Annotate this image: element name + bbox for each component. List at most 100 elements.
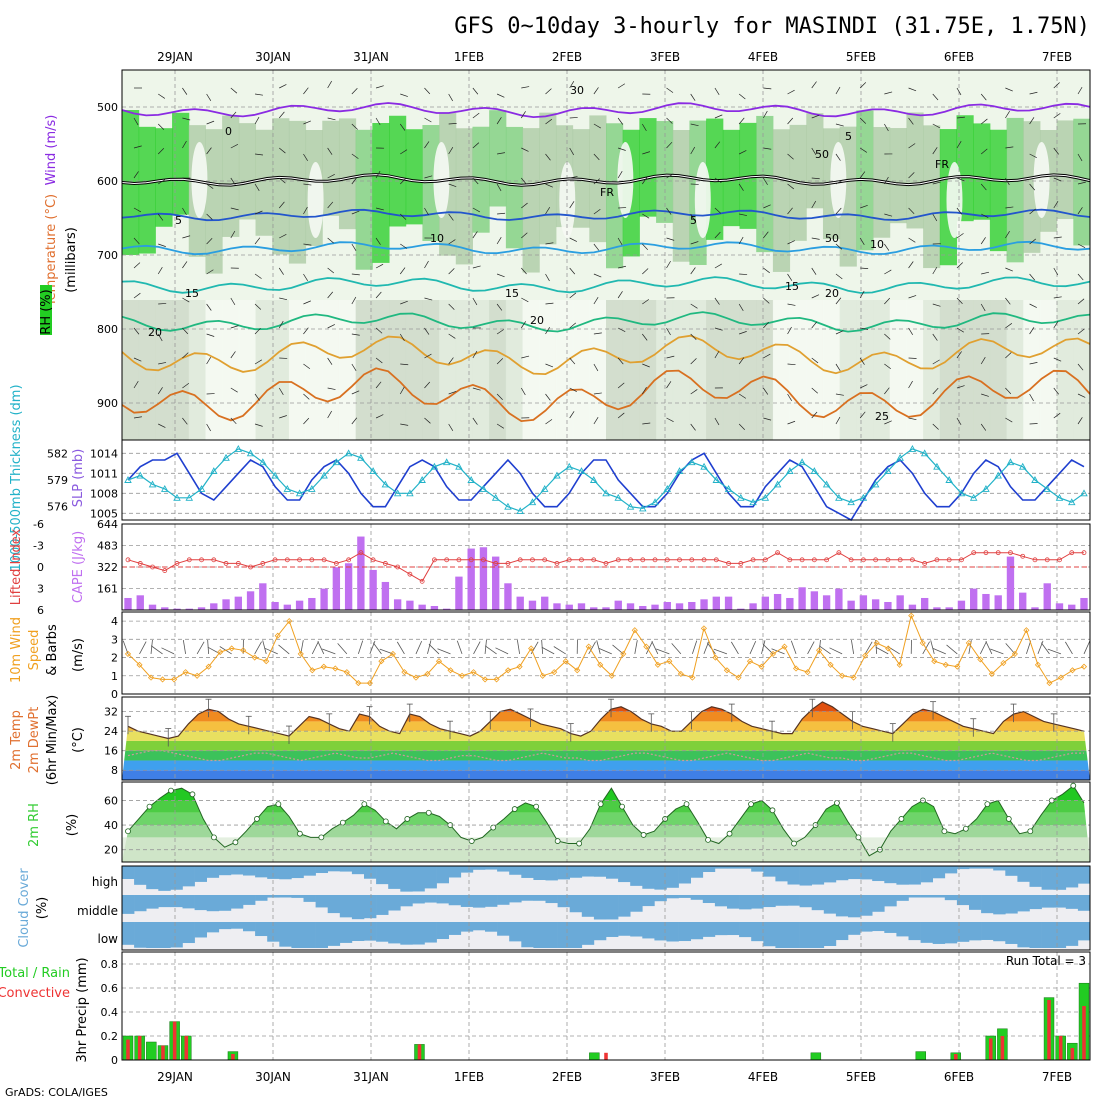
li-axis-label: Lifted Index <box>9 528 24 605</box>
wind-barb <box>472 207 481 213</box>
cloud-cell <box>787 866 800 885</box>
rh-point <box>834 800 840 806</box>
wind-barb <box>1005 146 1014 149</box>
wind-barb <box>448 239 456 245</box>
wind-barb <box>278 201 285 209</box>
thickness-point <box>259 458 267 466</box>
rh-shade-mid <box>155 128 173 227</box>
wind10-barb <box>598 647 612 655</box>
wind10-barb <box>322 648 336 655</box>
rh-point <box>640 832 647 838</box>
cape-bar <box>222 599 230 610</box>
li-point <box>701 557 707 563</box>
wind-barb <box>859 147 868 153</box>
cape-bar <box>798 587 806 610</box>
wind-barb <box>133 145 142 149</box>
rh-shade-low <box>255 300 273 440</box>
cloud-cell <box>134 922 147 948</box>
wind-barb <box>569 267 576 275</box>
wind-barb <box>835 86 841 95</box>
temp-band <box>122 731 1090 741</box>
wind-barb <box>1077 417 1083 425</box>
wind-barb <box>835 297 842 305</box>
wind10m-panel: 4 3 2 1 0 10m Wind Speed & Barbs (m/s) <box>9 611 1091 701</box>
cloud-cell <box>182 922 195 944</box>
cape-tick: 322 <box>97 561 118 574</box>
li-point <box>284 557 290 563</box>
thickness-point <box>700 462 708 470</box>
wind-barb <box>593 273 602 278</box>
cloud-cell <box>1065 895 1079 909</box>
cape-bar <box>161 607 169 610</box>
cloud-cell <box>775 922 788 948</box>
li-point <box>726 561 731 566</box>
cloud-cell <box>134 895 147 912</box>
wind-barb <box>133 262 141 269</box>
rh-shade-mid <box>973 123 991 220</box>
wind-barb <box>1053 296 1062 299</box>
li-point <box>848 557 854 563</box>
wind-barb <box>1005 177 1010 186</box>
wind10-point <box>942 661 949 668</box>
wind-barb <box>763 147 772 150</box>
cape-bar <box>246 591 255 610</box>
rh-shade-low <box>505 300 524 440</box>
wind-barb <box>279 147 286 154</box>
wind-barb <box>496 273 505 278</box>
thickness-point <box>1006 458 1015 466</box>
cape-bar <box>663 601 671 610</box>
wind10-point <box>689 674 696 681</box>
wind-barb <box>424 141 430 149</box>
contour-label: 5 <box>175 214 182 227</box>
temp-line <box>127 701 1085 740</box>
wind-barb <box>496 93 505 98</box>
cloud-cell <box>376 866 389 885</box>
li-point <box>591 557 597 563</box>
wind-barb <box>811 147 817 156</box>
wind10-barb <box>427 640 432 655</box>
wind-barb <box>327 117 336 121</box>
wind-barb <box>787 240 795 245</box>
thickness-point <box>369 467 377 475</box>
rh-shade-low <box>305 300 323 440</box>
cape-bar <box>344 563 353 610</box>
cape-bar <box>1019 592 1027 610</box>
cloud-cell <box>327 895 341 914</box>
run-total: Run Total = 3 <box>1006 954 1086 968</box>
cape-bar <box>614 600 622 610</box>
wind-barb <box>1053 357 1062 362</box>
cloud-cell <box>763 922 776 947</box>
wind-barb <box>448 333 456 339</box>
rh-shade-mid <box>1006 117 1024 263</box>
wind-barb <box>327 237 334 244</box>
wind-barb <box>1029 303 1037 308</box>
rh-shade-mid <box>288 120 307 264</box>
cloud-cell <box>1077 866 1091 884</box>
wind-barb <box>206 423 211 432</box>
wind-barb <box>1005 323 1013 329</box>
cloud-cell <box>521 866 534 878</box>
wind10-point <box>470 669 477 676</box>
wind10-barb <box>372 642 382 655</box>
wind-barb <box>763 387 769 395</box>
wind-barb <box>521 297 529 303</box>
wind10-point <box>781 643 788 650</box>
wind-barb <box>206 213 213 220</box>
wind10-point <box>666 658 673 665</box>
li-point <box>664 557 670 563</box>
rh-shade-mid <box>772 129 791 272</box>
wind-barb <box>593 363 599 372</box>
contour-label: 0 <box>225 125 232 138</box>
li-point <box>542 557 548 563</box>
cloud-cell <box>569 866 583 878</box>
wind-barb <box>1077 298 1085 305</box>
wind-barb <box>448 357 454 365</box>
temp-tick: 16 <box>104 745 118 758</box>
rh-point <box>962 825 969 832</box>
thickness-point <box>773 480 782 488</box>
wind10-label-1: 10m Wind <box>9 617 24 683</box>
wind-barb <box>254 327 261 335</box>
wind-barb <box>182 87 188 95</box>
wind-barb <box>545 363 554 368</box>
thickness-point <box>210 467 218 475</box>
